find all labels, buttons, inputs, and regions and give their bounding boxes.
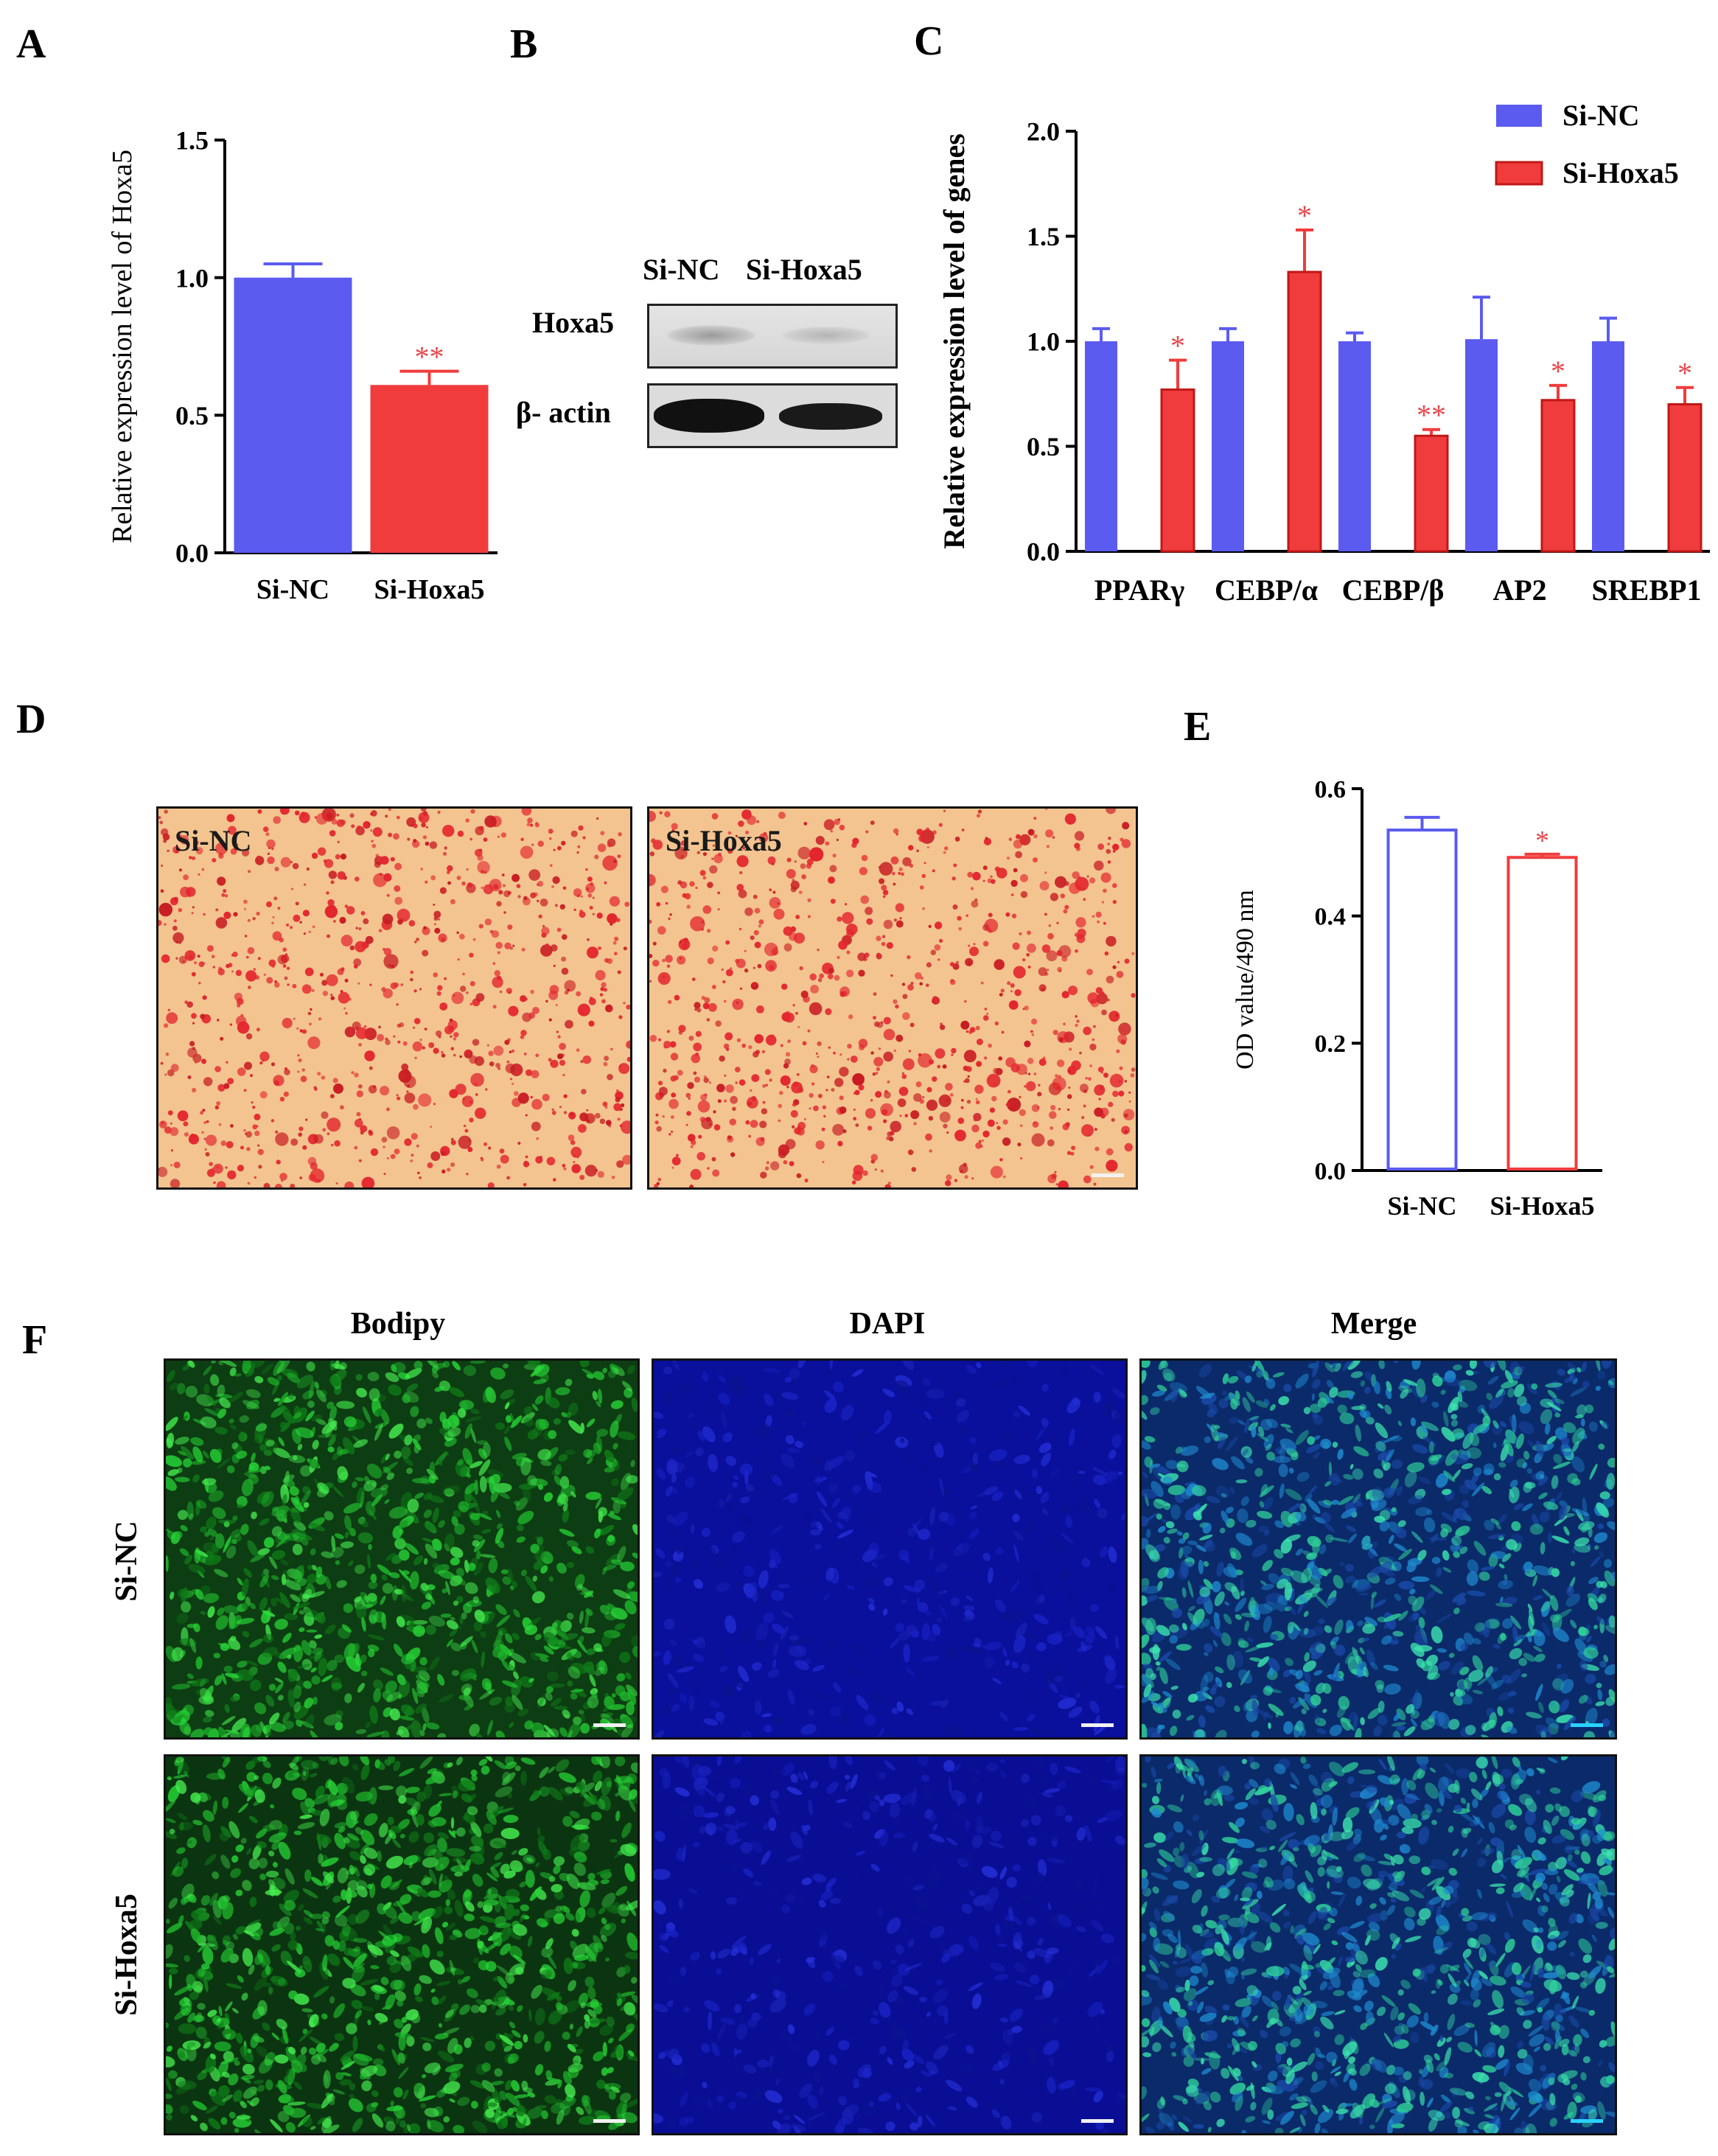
bar-si-nc-srebp1 [1592,341,1624,551]
y-tick-label: 0.5 [1027,432,1060,461]
scale-bar [1092,1173,1124,1177]
bar-si-nc-ppar [1085,341,1117,551]
x-tick-label-cebp: CEBP/β [1342,573,1445,607]
x-tick-label-si-nc: Si-NC [256,574,329,605]
panel-label-c: C [914,18,944,64]
significance-si-hoxa5: ** [415,341,444,374]
bodipy-si-nc [164,1358,640,1740]
y-tick-label: 1.0 [175,263,209,293]
bar-si-hoxa5 [370,385,489,553]
oil-red-image-si-nc: Si-NC [156,806,632,1190]
y-tick-label: 0.5 [175,401,209,430]
x-tick-label-si-nc: Si-NC [1387,1191,1456,1221]
significance-cebp: ** [1417,399,1446,432]
merge-si-nc [1139,1358,1617,1740]
significance-srebp1: * [1677,357,1692,390]
legend-label-si-nc: Si-NC [1562,99,1639,132]
band-hoxa5-si-hoxa5 [782,327,870,344]
y-tick-label: 0.0 [1315,1158,1347,1185]
chart-e: 0.0 0.2 0.4 0.6 OD value/490 nm Si-NC Si-Hoxa5… [1232,776,1602,1221]
bar-si-hoxa5-ap2 [1540,399,1576,553]
x-tick-label-si-hoxa5: Si-Hoxa5 [1490,1191,1594,1221]
oil-red-image-si-hoxa5: Si-Hoxa5 [647,806,1138,1190]
chart-c: 0.0 0.5 1.0 1.5 2.0 Relative expression level… [937,99,1710,607]
lipid-droplets [158,809,630,1187]
row-header-si-nc: Si-NC [110,1521,144,1602]
bar-si-hoxa5 [1506,856,1578,1171]
y-tick-label: 0.4 [1315,904,1347,931]
panel-label-e: E [1184,704,1212,750]
scale-bar [593,1723,626,1727]
column-header-bodipy: Bodipy [350,1307,446,1341]
bar-si-nc [1386,828,1458,1171]
significance-ppar: * [1170,329,1185,363]
scale-bar [1571,1723,1603,1727]
dapi-si-nc [652,1358,1128,1740]
y-tick-label: 1.5 [1027,222,1060,251]
y-tick-label: 0.0 [1027,537,1060,567]
band-actin-si-hoxa5 [779,403,882,430]
y-axis-label: OD value/490 nm [1232,890,1259,1070]
y-tick-label: 0.2 [1315,1030,1347,1058]
panel-label-f: F [22,1317,48,1363]
panel-label-a: A [16,21,46,67]
blot-beta-actin [647,383,898,448]
scale-bar [593,2119,626,2123]
lane-label-si-hoxa5: Si-Hoxa5 [746,253,862,286]
legend-label-si-hoxa5: Si-Hoxa5 [1562,156,1679,189]
y-tick-label: 0.0 [175,539,209,568]
y-axis-label: Relative expression level of Hoxa5 [107,150,138,543]
significance-ap2: * [1551,355,1565,388]
legend-swatch-si-nc [1496,105,1542,127]
scale-bar [1571,2119,1603,2123]
panel-label-d: D [16,697,46,742]
x-tick-label-srebp1: SREBP1 [1592,573,1702,607]
chart-a: 0.0 0.5 1.0 1.5 Relative expression level of… [107,126,497,605]
bar-si-hoxa5-srebp1 [1667,403,1703,553]
bar-si-hoxa5-cebp [1414,434,1449,553]
scale-bar [1081,1723,1114,1727]
image-label-si-nc: Si-NC [175,824,252,857]
western-blot: Si-NC Si-Hoxa5 Hoxa5 β- actin [509,243,907,464]
x-tick-label-ppar: PPARγ [1094,573,1185,607]
bar-si-nc-cebp [1338,341,1371,551]
y-axis-label: Relative expression level of genes [937,133,971,549]
x-tick-label-si-hoxa5: Si-Hoxa5 [374,574,485,605]
bar-si-nc-cebp [1212,341,1244,551]
blot-hoxa5 [647,304,898,369]
bar-si-nc-ap2 [1465,339,1498,551]
y-tick-label: 2.0 [1027,117,1060,147]
bodipy-si-hoxa5 [164,1754,640,2135]
bar-si-hoxa5-cebp [1287,271,1322,553]
dapi-si-hoxa5 [652,1754,1128,2135]
y-tick-label: 1.5 [175,126,209,156]
panel-label-b: B [510,21,538,67]
bar-si-hoxa5-ppar [1160,388,1195,553]
lipid-droplets [649,809,1136,1187]
scale-bar [1081,2119,1114,2123]
column-header-merge: Merge [1330,1307,1417,1341]
merge-si-hoxa5 [1139,1754,1617,2135]
row-header-si-hoxa5: Si-Hoxa5 [110,1894,144,2016]
y-tick-label: 0.6 [1315,776,1347,803]
column-header-dapi: DAPI [849,1307,926,1341]
lane-label-si-nc: Si-NC [643,253,720,286]
legend-swatch-si-hoxa5 [1495,161,1543,186]
band-actin-si-nc [654,399,764,433]
bar-si-nc [234,277,352,553]
x-tick-label-cebp: CEBP/α [1215,573,1318,607]
significance-cebp: * [1297,199,1312,232]
image-label-si-hoxa5: Si-Hoxa5 [666,824,782,857]
row-label-hoxa5: Hoxa5 [532,306,615,339]
significance-si-hoxa5: * [1535,826,1549,857]
row-label-beta-actin: β- actin [516,396,611,429]
x-tick-label-ap2: AP2 [1492,573,1546,607]
band-hoxa5-si-nc [667,325,755,346]
y-tick-label: 1.0 [1027,327,1060,357]
